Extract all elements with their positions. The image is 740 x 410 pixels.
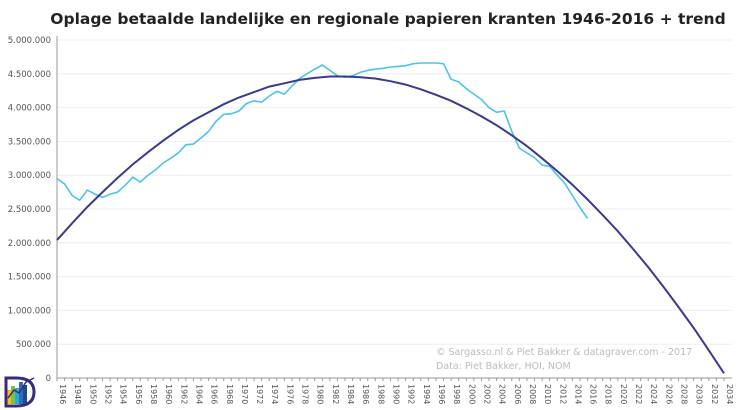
x-tick-label: 2006 <box>513 384 522 404</box>
y-tick-label: 2.500.000 <box>8 205 51 215</box>
x-tick-label: 2020 <box>619 384 628 404</box>
x-tick-label: 1974 <box>270 384 279 404</box>
x-tick-label: 1954 <box>119 384 128 404</box>
x-tick-label: 2028 <box>680 384 689 404</box>
chart-title: Oplage betaalde landelijke en regionale … <box>50 10 725 28</box>
x-tick-label: 2032 <box>710 384 719 404</box>
x-tick-label: 2024 <box>649 384 658 404</box>
x-tick-label: 1948 <box>73 384 82 404</box>
x-tick-label: 2026 <box>664 384 673 404</box>
x-tick-label: 1990 <box>392 384 401 404</box>
gridlines <box>57 39 732 345</box>
series-line-actual <box>56 62 589 219</box>
x-tick-label: 1994 <box>422 384 431 404</box>
x-tick-label: 1964 <box>194 384 203 404</box>
x-tick-label: 1976 <box>285 384 294 404</box>
x-tick-label: 1970 <box>240 384 249 404</box>
x-tick-label: 1984 <box>346 384 355 404</box>
x-tick-label: 1968 <box>225 384 234 404</box>
credit-annotation: © Sargasso.nl & Piet Bakker & datagraver… <box>436 347 692 358</box>
x-tick-label: 2010 <box>543 384 552 404</box>
x-tick-label: 1962 <box>179 384 188 404</box>
y-tick-label: 4.000.000 <box>8 104 51 114</box>
x-tick-label: 1952 <box>103 384 112 404</box>
x-tick-label: 1996 <box>437 384 446 404</box>
y-tick-label: 3.500.000 <box>8 137 51 147</box>
series-lines <box>56 62 725 374</box>
x-tick-label: 2018 <box>604 384 613 404</box>
x-tick-label: 2002 <box>482 384 491 404</box>
y-tick-label: 1.000.000 <box>8 306 51 316</box>
y-tick-label: 1.500.000 <box>8 273 51 283</box>
y-tick-label: 4.500.000 <box>8 70 51 80</box>
x-tick-label: 2012 <box>558 384 567 404</box>
x-tick-label: 1980 <box>316 384 325 404</box>
y-tick-label: 3.000.000 <box>8 171 51 181</box>
x-tick-label: 1958 <box>149 384 158 404</box>
x-tick-label: 1950 <box>88 384 97 404</box>
datagraver-logo <box>4 376 36 408</box>
x-tick-label: 1956 <box>134 384 143 404</box>
y-tick-label: 0 <box>46 374 51 384</box>
x-tick-label: 1946 <box>58 384 67 404</box>
x-tick-label: 1982 <box>331 384 340 404</box>
y-tick-label: 2.000.000 <box>8 239 51 249</box>
x-tick-label: 2022 <box>634 384 643 404</box>
y-axis: 0 500.000 1.000.000 1.500.000 2.000.000 2.500… <box>8 36 58 384</box>
x-tick-label: 2014 <box>573 384 582 404</box>
x-tick-label: 2004 <box>498 384 507 404</box>
y-tick-label: 500.000 <box>16 340 51 350</box>
source-annotation: Data: Piet Bakker, HOI, NOM <box>436 361 571 372</box>
x-tick-label: 2016 <box>589 384 598 404</box>
x-tick-label: 1978 <box>301 384 310 404</box>
x-tick-label: 1960 <box>164 384 173 404</box>
x-tick-label: 2030 <box>695 384 704 404</box>
x-tick-label: 1972 <box>255 384 264 404</box>
x-tick-label: 2008 <box>528 384 537 404</box>
x-tick-label: 1988 <box>376 384 385 404</box>
x-axis: 1946 1948 1950 1952 1954 1956 1958 1960 1962 1964… <box>56 377 734 404</box>
x-tick-label: 2000 <box>467 384 476 404</box>
x-tick-label: 1998 <box>452 384 461 404</box>
series-line-trend <box>56 75 725 374</box>
x-tick-label: 1986 <box>361 384 370 404</box>
x-tick-label: 2034 <box>725 384 734 404</box>
x-tick-label: 1966 <box>210 384 219 404</box>
y-tick-label: 5.000.000 <box>8 36 51 46</box>
x-tick-label: 1992 <box>407 384 416 404</box>
